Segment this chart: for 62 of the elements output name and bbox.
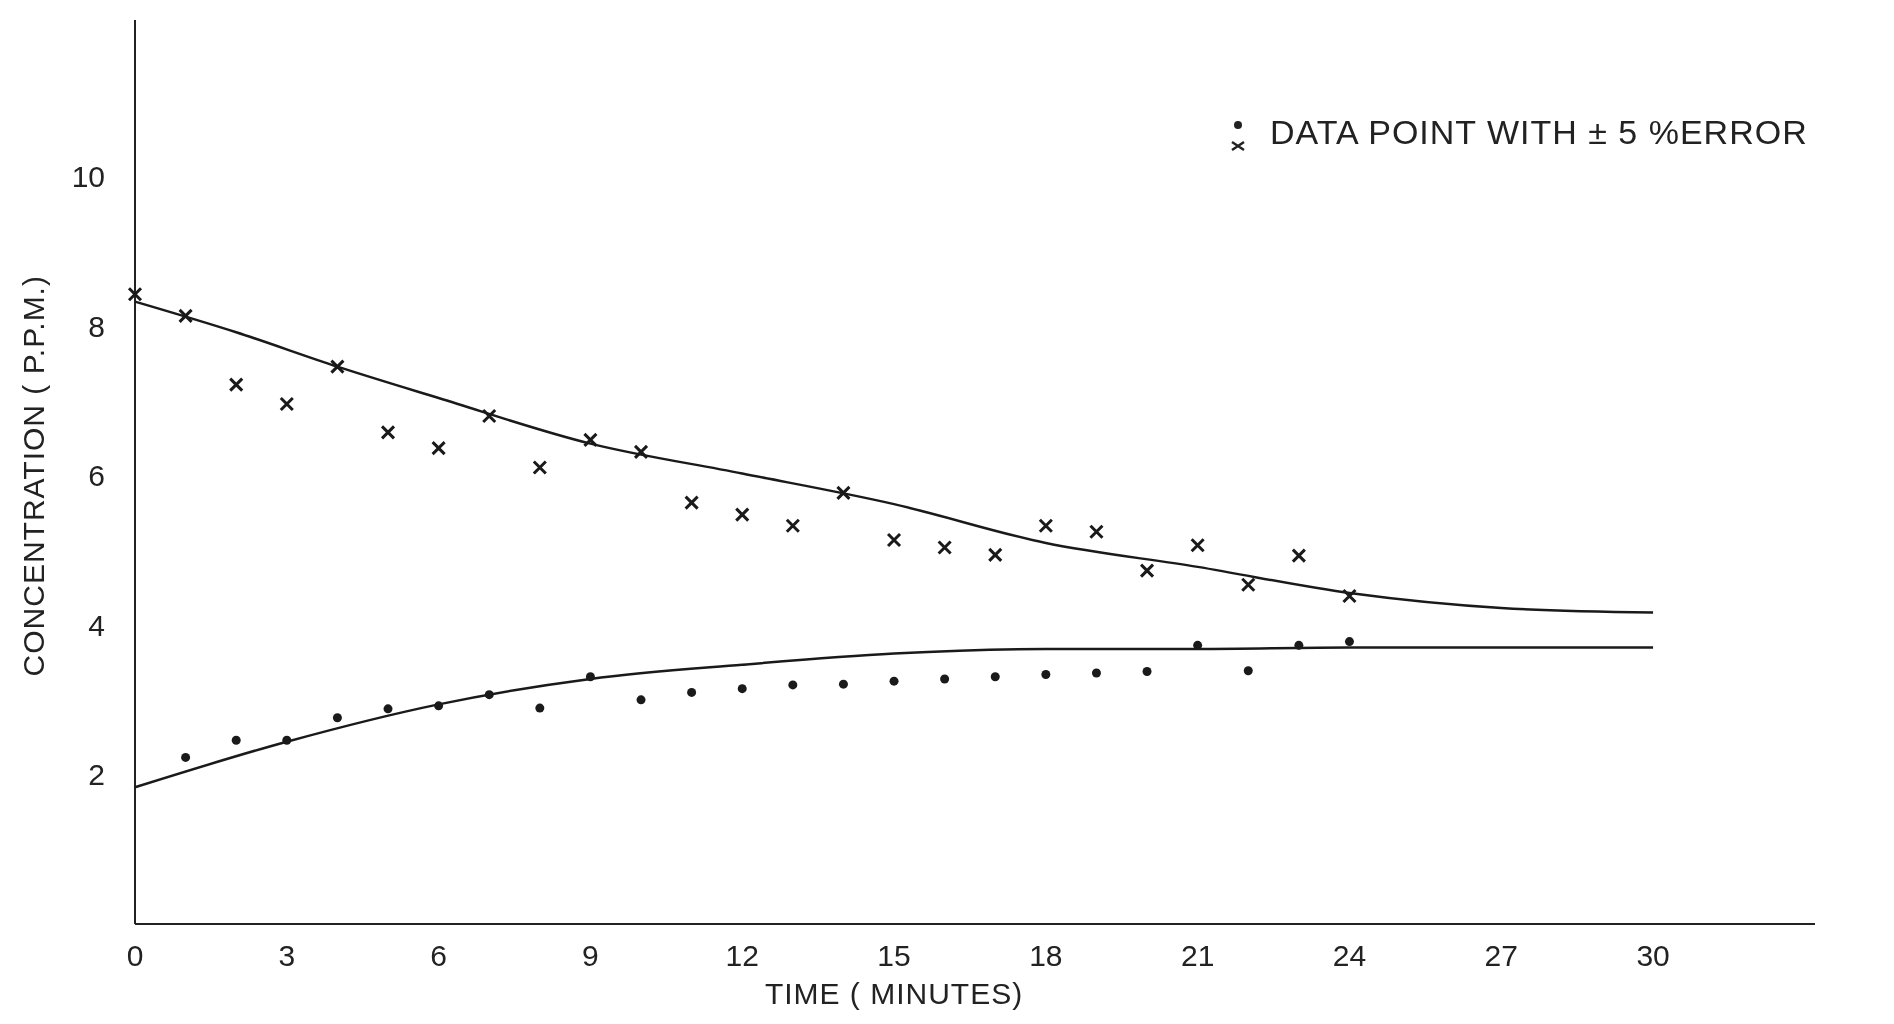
y-tick-label: 8 (88, 309, 105, 343)
point (127, 286, 143, 302)
y-tick-label: 4 (88, 608, 105, 642)
point (886, 532, 902, 548)
annotation: DATA POINT WITH ± 5 %ERROR (1270, 113, 1808, 151)
point (684, 495, 700, 511)
point (231, 735, 241, 745)
point (734, 507, 750, 523)
point (737, 684, 747, 694)
point (889, 676, 899, 686)
point (636, 695, 646, 705)
point (838, 679, 848, 689)
point (481, 408, 497, 424)
point (633, 444, 649, 460)
point (1341, 588, 1357, 604)
point (380, 424, 396, 440)
y-tick-label: 6 (88, 459, 105, 493)
x-tick-label: 12 (725, 939, 759, 972)
point (178, 308, 194, 324)
point (329, 359, 345, 375)
x-tick-label: 15 (877, 939, 911, 972)
x-tick-label: 6 (430, 939, 447, 972)
x-axis-title: TIME ( MINUTES) (764, 977, 1024, 1010)
point (1038, 518, 1054, 534)
point (940, 674, 950, 684)
x-tick-label: 18 (1029, 939, 1063, 972)
point (1190, 537, 1206, 553)
x-tick-label: 24 (1332, 939, 1367, 972)
point (535, 703, 545, 713)
point (431, 440, 447, 456)
point (383, 704, 393, 714)
point (1243, 666, 1253, 676)
point (228, 377, 244, 393)
x-tick-label: 0 (126, 939, 144, 972)
point (990, 672, 1000, 682)
point (987, 547, 1003, 563)
x-tick-label: 30 (1636, 939, 1670, 972)
point (279, 396, 295, 412)
point (1088, 524, 1104, 540)
point (1291, 548, 1307, 564)
point (181, 752, 191, 762)
point (1091, 668, 1101, 678)
point (835, 485, 851, 501)
x-tick-label: 3 (278, 939, 296, 972)
point (1142, 666, 1152, 676)
x-tick-label: 9 (582, 939, 599, 972)
point (582, 432, 598, 448)
point (788, 680, 798, 690)
point (937, 539, 953, 555)
x-tick-label: 21 (1180, 939, 1215, 972)
point (687, 687, 697, 697)
y-axis-title: CONCENTRATION ( P.P.M.) (17, 275, 50, 677)
x-tick-label: 27 (1484, 939, 1518, 972)
point (1139, 563, 1155, 579)
point (532, 460, 548, 476)
point (1344, 637, 1354, 647)
y-tick-label: 10 (71, 160, 105, 194)
point (785, 518, 801, 534)
y-tick-label: 2 (88, 758, 105, 792)
point (332, 713, 342, 723)
point (1041, 669, 1051, 679)
point (1240, 577, 1256, 593)
